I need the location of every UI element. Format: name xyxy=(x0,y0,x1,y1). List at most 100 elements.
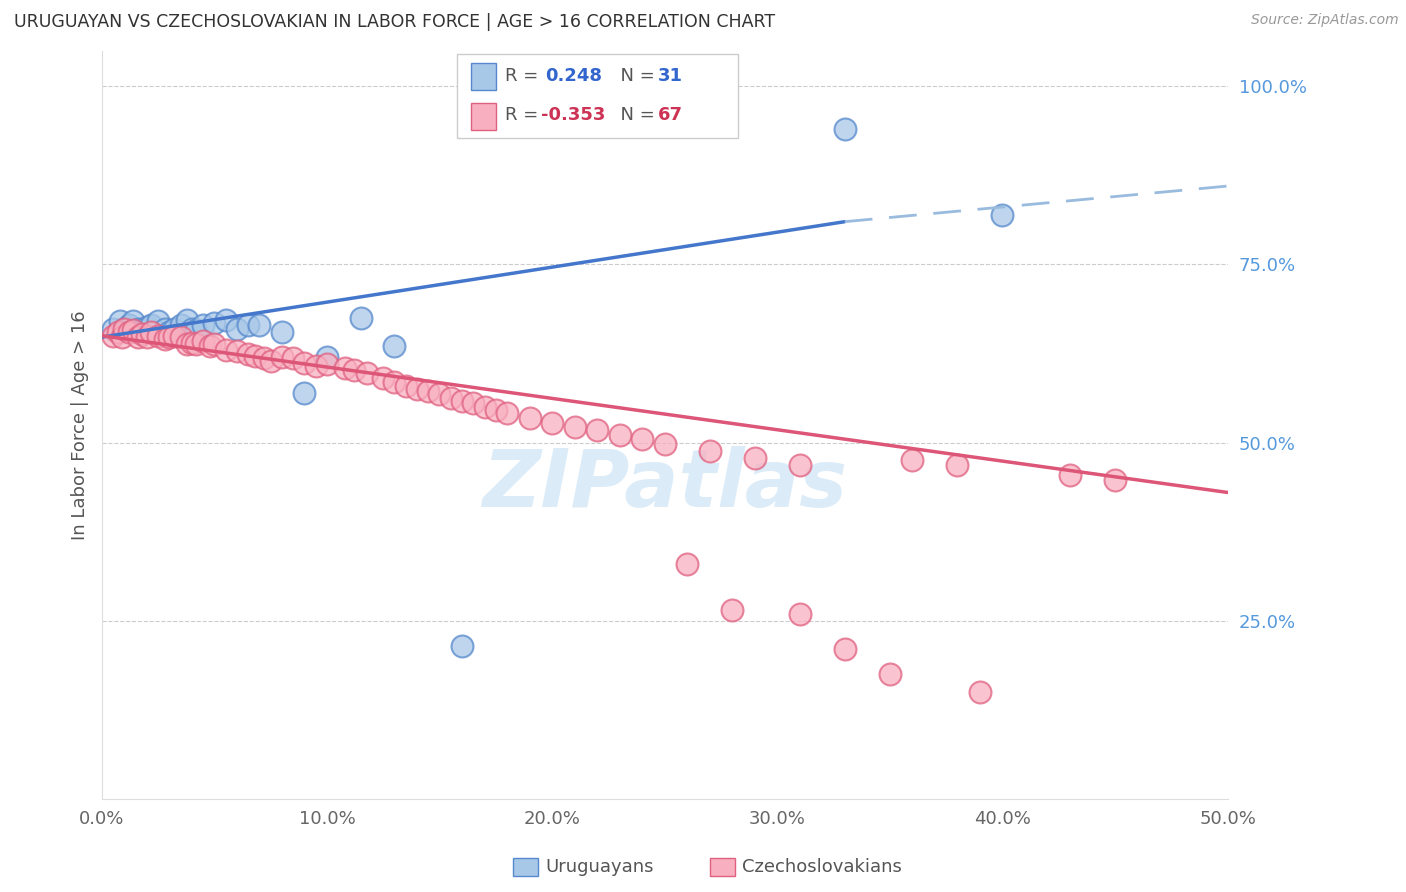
Text: ZIPatlas: ZIPatlas xyxy=(482,446,848,524)
Point xyxy=(699,444,721,458)
Point xyxy=(112,321,135,335)
Point xyxy=(131,323,153,337)
Point xyxy=(294,385,316,400)
Text: Czechoslovakians: Czechoslovakians xyxy=(742,858,903,876)
Point xyxy=(122,314,145,328)
Point xyxy=(127,321,149,335)
Point xyxy=(485,402,508,417)
Point xyxy=(236,318,259,332)
Point xyxy=(243,349,266,363)
Point xyxy=(141,325,163,339)
Point xyxy=(153,321,176,335)
Point xyxy=(373,371,395,385)
Point xyxy=(316,357,339,371)
Text: 67: 67 xyxy=(658,106,683,124)
Point xyxy=(270,325,292,339)
Point xyxy=(969,685,991,699)
Point xyxy=(135,320,157,334)
Point xyxy=(834,122,856,136)
Point xyxy=(135,330,157,344)
Point xyxy=(991,208,1014,222)
Point xyxy=(901,453,924,467)
Point xyxy=(180,321,202,335)
Point xyxy=(202,316,225,330)
Point xyxy=(519,410,541,425)
Text: N =: N = xyxy=(609,68,661,86)
Point xyxy=(176,337,198,351)
Point xyxy=(834,642,856,657)
Point xyxy=(564,420,586,434)
Point xyxy=(294,356,316,370)
Point xyxy=(496,406,519,420)
Point xyxy=(107,325,129,339)
Text: Uruguayans: Uruguayans xyxy=(546,858,654,876)
Point xyxy=(127,330,149,344)
Text: URUGUAYAN VS CZECHOSLOVAKIAN IN LABOR FORCE | AGE > 16 CORRELATION CHART: URUGUAYAN VS CZECHOSLOVAKIAN IN LABOR FO… xyxy=(14,13,775,31)
Text: 0.248: 0.248 xyxy=(546,68,603,86)
Point xyxy=(395,378,418,392)
Point xyxy=(225,321,247,335)
Point xyxy=(744,451,766,466)
Point xyxy=(474,400,496,414)
Point xyxy=(406,382,429,396)
Point xyxy=(191,318,214,332)
Point xyxy=(281,351,304,366)
Point xyxy=(111,330,134,344)
Point xyxy=(384,375,406,389)
Point xyxy=(440,392,463,406)
Point xyxy=(176,313,198,327)
Point xyxy=(609,428,631,442)
Point xyxy=(316,350,339,364)
Point xyxy=(1059,467,1081,482)
Point xyxy=(789,607,811,621)
Point xyxy=(214,343,236,357)
Point xyxy=(879,667,901,681)
Point xyxy=(118,325,141,339)
Point xyxy=(198,339,221,353)
Text: R =: R = xyxy=(505,68,544,86)
Point xyxy=(214,313,236,327)
Point xyxy=(333,360,356,375)
Point xyxy=(153,332,176,346)
Point xyxy=(429,387,451,401)
Point xyxy=(225,344,247,359)
Point xyxy=(118,318,141,332)
Point xyxy=(112,321,135,335)
Point xyxy=(789,458,811,473)
Point xyxy=(1104,473,1126,487)
Point xyxy=(586,423,609,437)
Point xyxy=(418,384,440,399)
Point xyxy=(169,330,191,344)
Point xyxy=(451,394,474,409)
Point xyxy=(169,318,191,332)
Point xyxy=(157,330,180,344)
Point xyxy=(101,321,124,335)
Point xyxy=(356,366,378,380)
Text: 31: 31 xyxy=(658,68,683,86)
Point xyxy=(202,337,225,351)
Point xyxy=(186,337,208,351)
Point xyxy=(343,363,366,377)
Point xyxy=(163,321,186,335)
Point xyxy=(451,639,474,653)
Y-axis label: In Labor Force | Age > 16: In Labor Force | Age > 16 xyxy=(72,310,89,540)
Point xyxy=(180,335,202,350)
Text: Source: ZipAtlas.com: Source: ZipAtlas.com xyxy=(1251,13,1399,28)
Point xyxy=(122,323,145,337)
Point xyxy=(101,328,124,343)
Point xyxy=(541,416,564,430)
Point xyxy=(146,328,169,343)
Point xyxy=(631,432,654,446)
Point xyxy=(350,310,373,325)
Point xyxy=(259,353,281,368)
Point xyxy=(131,327,153,342)
Point xyxy=(946,458,969,473)
Point xyxy=(186,323,208,337)
Point xyxy=(247,318,270,332)
Point xyxy=(305,359,328,373)
Text: -0.353: -0.353 xyxy=(541,106,606,124)
Point xyxy=(721,603,744,617)
Point xyxy=(384,339,406,353)
Point xyxy=(236,346,259,360)
Text: N =: N = xyxy=(609,106,661,124)
